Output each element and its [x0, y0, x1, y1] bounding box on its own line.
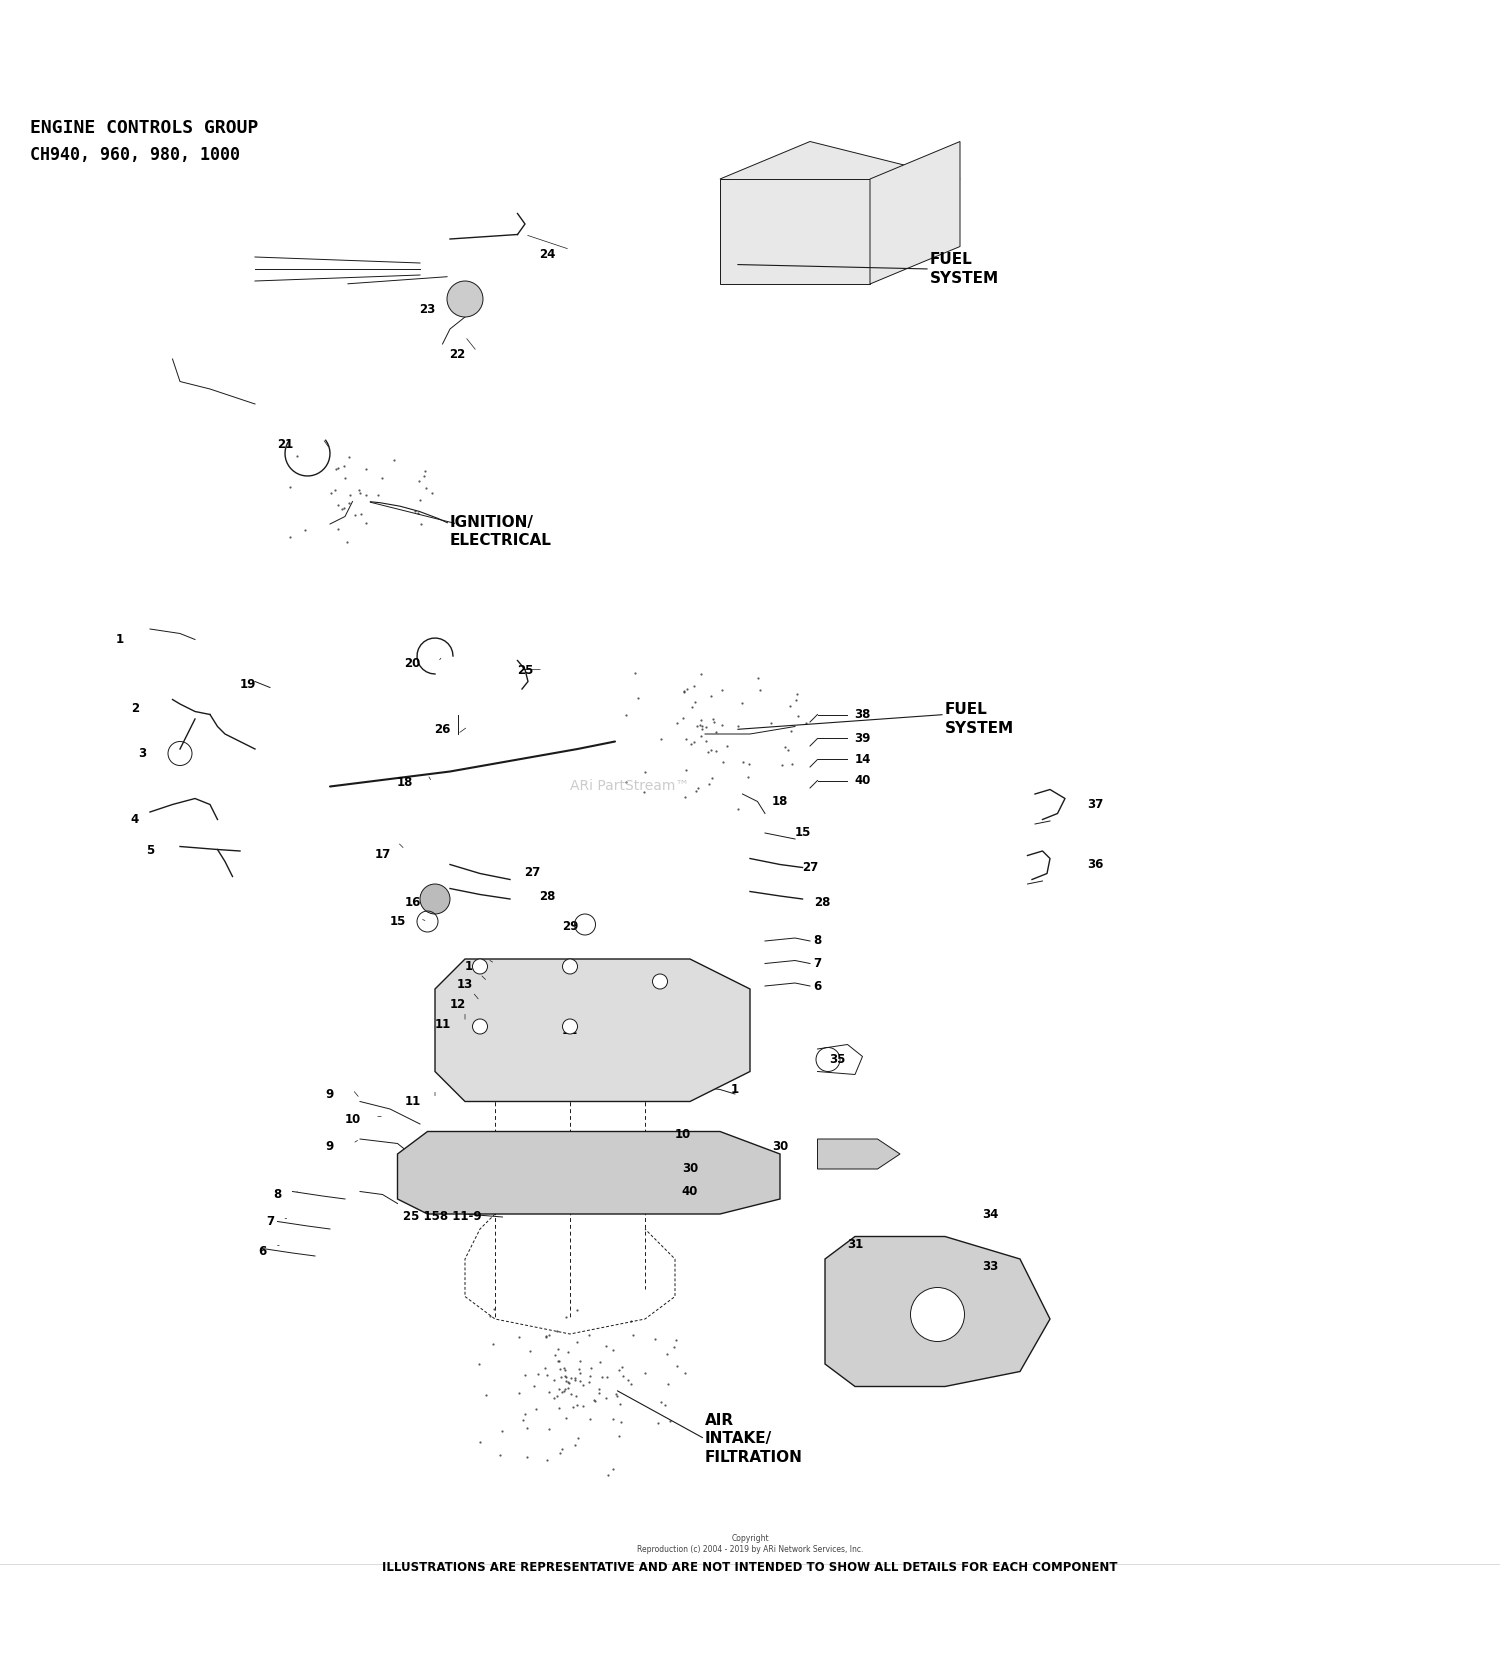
Text: 13: 13	[458, 978, 472, 991]
Text: 36: 36	[1088, 858, 1102, 871]
Text: 32: 32	[922, 1320, 938, 1334]
Text: 25: 25	[518, 665, 532, 677]
Text: 11: 11	[405, 1094, 420, 1108]
Text: 35: 35	[830, 1053, 844, 1066]
Text: 18: 18	[398, 775, 412, 788]
Text: 33: 33	[982, 1261, 998, 1272]
Text: 31: 31	[847, 1237, 862, 1251]
Text: 9: 9	[326, 1088, 334, 1101]
Circle shape	[472, 1019, 488, 1034]
Text: 12: 12	[450, 998, 465, 1011]
Text: 39: 39	[855, 732, 870, 745]
Text: Copyright
Reproduction (c) 2004 - 2019 by ARi Network Services, Inc.: Copyright Reproduction (c) 2004 - 2019 b…	[638, 1535, 862, 1553]
Text: CH940, 960, 980, 1000: CH940, 960, 980, 1000	[30, 146, 240, 165]
Text: 37: 37	[1088, 798, 1102, 812]
Polygon shape	[825, 1237, 1050, 1387]
Text: 11: 11	[562, 1024, 578, 1038]
Text: 10: 10	[675, 1128, 690, 1141]
Text: 7: 7	[266, 1216, 274, 1227]
Text: 17: 17	[375, 848, 390, 860]
Text: 38: 38	[855, 708, 870, 722]
Polygon shape	[720, 180, 870, 284]
Circle shape	[910, 1287, 964, 1342]
Text: 8: 8	[813, 935, 822, 948]
Text: 24: 24	[540, 248, 555, 261]
Text: 1: 1	[730, 1083, 740, 1096]
Text: 30: 30	[682, 1162, 698, 1176]
Polygon shape	[818, 1139, 900, 1169]
Text: AIR
INTAKE/
FILTRATION: AIR INTAKE/ FILTRATION	[705, 1414, 803, 1465]
Text: 34: 34	[982, 1207, 998, 1221]
Text: 28: 28	[815, 895, 830, 908]
Text: 40: 40	[682, 1186, 698, 1197]
Text: 14: 14	[465, 960, 480, 973]
Polygon shape	[870, 141, 960, 284]
Polygon shape	[435, 960, 750, 1101]
Polygon shape	[398, 1131, 780, 1214]
Circle shape	[562, 960, 578, 975]
Text: 10: 10	[345, 1113, 360, 1126]
Text: 15: 15	[795, 827, 810, 840]
Text: 6: 6	[813, 980, 822, 993]
Text: 3: 3	[138, 747, 147, 760]
Text: 23: 23	[420, 303, 435, 316]
Text: 28: 28	[540, 890, 555, 903]
Text: 21: 21	[278, 437, 292, 451]
Text: 18: 18	[772, 795, 788, 808]
Text: 2: 2	[130, 702, 140, 715]
Text: 26: 26	[435, 723, 450, 737]
Circle shape	[447, 281, 483, 318]
Text: 27: 27	[802, 861, 818, 875]
Text: 9: 9	[326, 1141, 334, 1152]
Text: 29: 29	[562, 920, 578, 933]
Text: 19: 19	[240, 679, 255, 692]
Text: 30: 30	[772, 1141, 788, 1152]
Text: IGNITION/
ELECTRICAL: IGNITION/ ELECTRICAL	[450, 516, 552, 549]
Text: 15: 15	[390, 915, 405, 928]
Text: 1: 1	[116, 634, 124, 645]
Text: 14: 14	[855, 753, 870, 767]
Text: 7: 7	[813, 956, 822, 970]
Circle shape	[420, 885, 450, 915]
Text: 8: 8	[273, 1187, 282, 1201]
Polygon shape	[720, 141, 960, 216]
Circle shape	[562, 1019, 578, 1034]
Text: FUEL
SYSTEM: FUEL SYSTEM	[945, 702, 1014, 735]
Text: ILLUSTRATIONS ARE REPRESENTATIVE AND ARE NOT INTENDED TO SHOW ALL DETAILS FOR EA: ILLUSTRATIONS ARE REPRESENTATIVE AND ARE…	[382, 1562, 1118, 1573]
Text: 5: 5	[146, 845, 154, 858]
Text: 4: 4	[130, 813, 140, 827]
Text: 27: 27	[525, 865, 540, 878]
Text: ARi PartStream™: ARi PartStream™	[570, 780, 690, 793]
Text: FUEL
SYSTEM: FUEL SYSTEM	[930, 253, 999, 286]
Text: 16: 16	[405, 895, 420, 908]
Text: ENGINE CONTROLS GROUP: ENGINE CONTROLS GROUP	[30, 120, 258, 136]
Text: 22: 22	[450, 348, 465, 361]
Text: 25 158 11-9: 25 158 11-9	[404, 1211, 482, 1224]
Circle shape	[472, 960, 488, 975]
Text: 40: 40	[855, 773, 870, 787]
Text: 6: 6	[258, 1246, 267, 1257]
Text: 20: 20	[405, 657, 420, 670]
Circle shape	[652, 975, 668, 989]
Text: 11: 11	[435, 1018, 450, 1031]
